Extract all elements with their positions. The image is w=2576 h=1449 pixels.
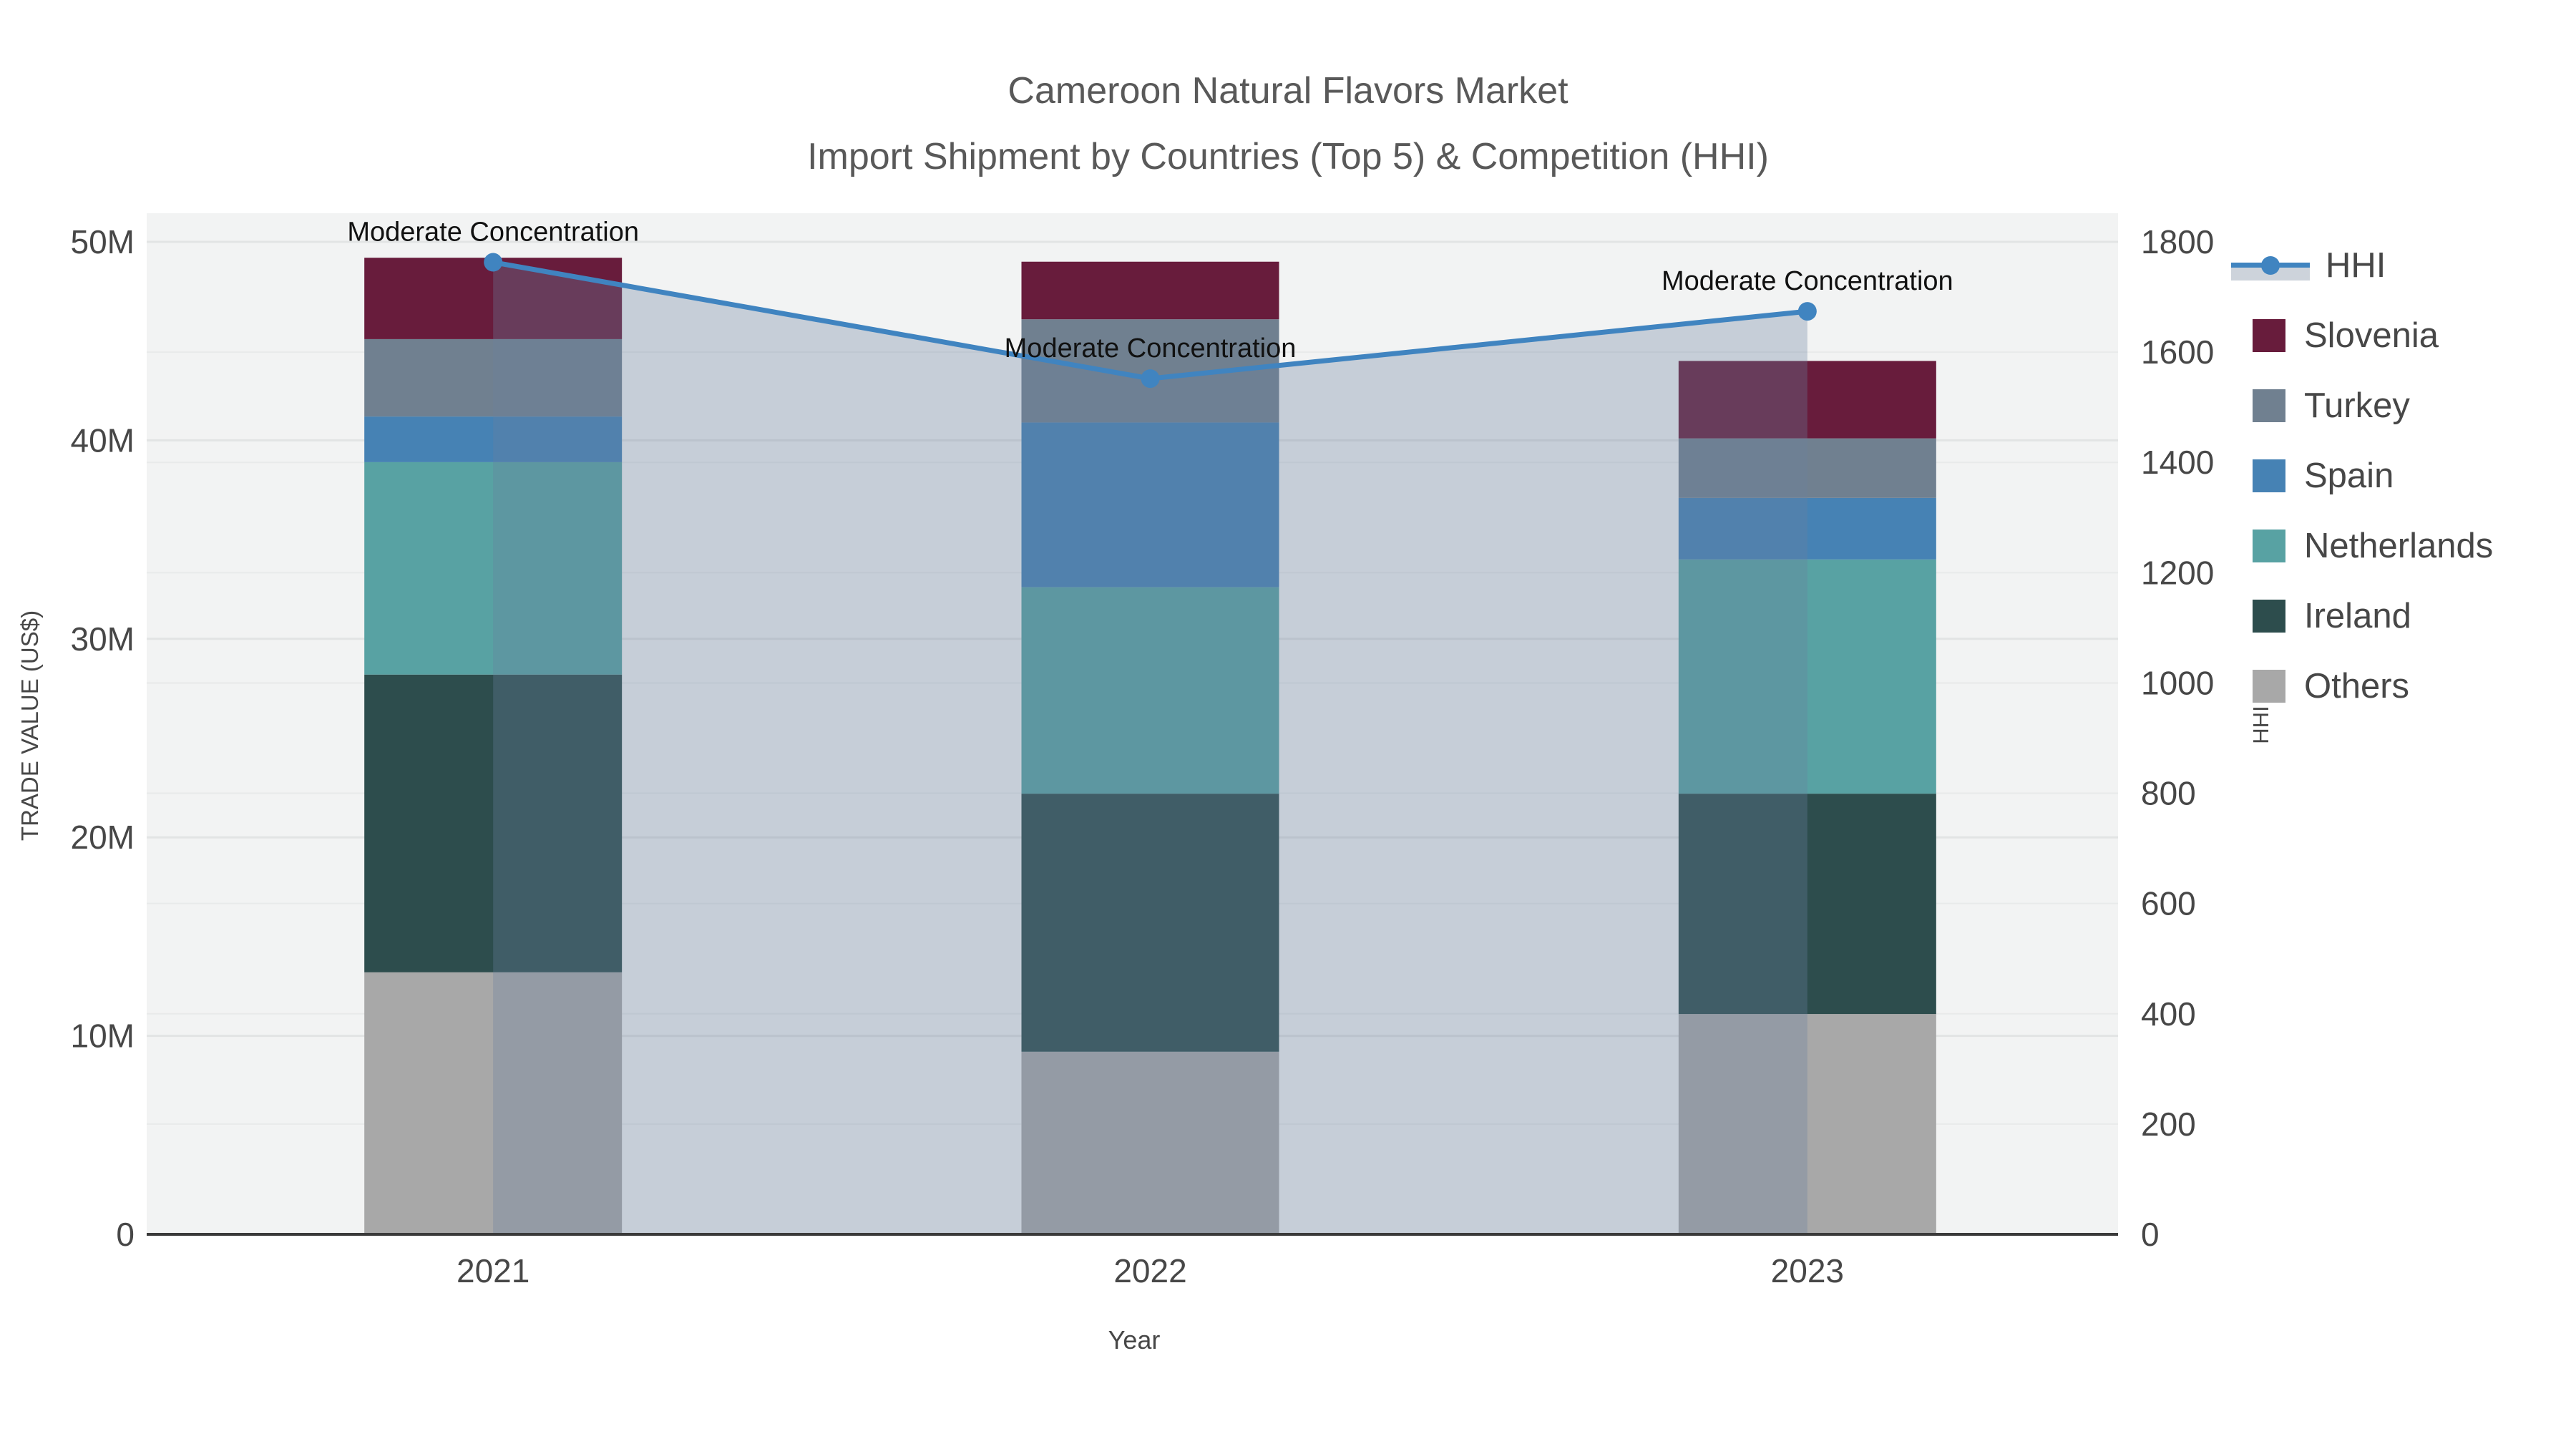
y-right-tick-400: 400	[2141, 995, 2196, 1033]
hhi-marker-2021[interactable]	[484, 253, 503, 272]
bar-segment-2023-ireland[interactable]	[1678, 794, 1936, 1015]
y-left-tick-30M: 30M	[71, 620, 135, 658]
annotation-moderate-concentration-2021: Moderate Concentration	[347, 218, 639, 248]
y-right-tick-1000: 1000	[2141, 664, 2214, 701]
y-right-tick-1400: 1400	[2141, 444, 2214, 481]
bar-segment-2022-others[interactable]	[1021, 1051, 1279, 1234]
legend-label: Turkey	[2304, 386, 2410, 425]
hhi-marker-2022[interactable]	[1141, 369, 1160, 389]
x-tick-2022: 2022	[1113, 1252, 1186, 1289]
y-left-tick-0: 0	[116, 1216, 135, 1253]
hhi-marker-2023[interactable]	[1797, 302, 1817, 321]
bar-segment-2021-netherlands[interactable]	[364, 462, 623, 675]
x-axis-title: Year	[1108, 1325, 1161, 1355]
bar-segment-2023-spain[interactable]	[1678, 497, 1936, 560]
legend-item-spain[interactable]: Spain	[2231, 441, 2567, 511]
hhi-area-fill	[493, 262, 1807, 1235]
legend-label: Spain	[2304, 457, 2394, 495]
bar-segment-2023-turkey[interactable]	[1678, 438, 1936, 498]
y-right-tick-1600: 1600	[2141, 333, 2214, 371]
y-right-tick-0: 0	[2141, 1216, 2160, 1253]
spain-swatch-icon	[2253, 459, 2285, 492]
legend-label: HHI	[2326, 246, 2386, 285]
annotation-moderate-concentration-2022: Moderate Concentration	[1005, 333, 1297, 364]
bar-segment-2023-netherlands[interactable]	[1678, 559, 1936, 794]
chart-title: Cameroon Natural Flavors Market	[1008, 70, 1568, 112]
y-left-tick-40M: 40M	[71, 421, 135, 459]
legend-item-netherlands[interactable]: Netherlands	[2231, 511, 2567, 581]
y-right-tick-1800: 1800	[2141, 223, 2214, 260]
y-left-tick-10M: 10M	[71, 1018, 135, 1055]
legend-label: Others	[2304, 667, 2410, 706]
bar-segment-2021-ireland[interactable]	[364, 674, 623, 972]
bar-segment-2021-turkey[interactable]	[364, 338, 623, 417]
legend-label: Slovenia	[2304, 316, 2439, 355]
annotation-moderate-concentration-2023: Moderate Concentration	[1662, 266, 1953, 296]
y-right-tick-800: 800	[2141, 775, 2196, 812]
y-right-tick-1200: 1200	[2141, 554, 2214, 591]
bar-segment-2021-spain[interactable]	[364, 416, 623, 462]
legend-item-hhi[interactable]: HHI	[2231, 230, 2567, 301]
y-left-tick-50M: 50M	[71, 223, 135, 260]
legend-item-turkey[interactable]: Turkey	[2231, 371, 2567, 441]
y-left-tick-20M: 20M	[71, 819, 135, 856]
bar-segment-2022-ireland[interactable]	[1021, 794, 1279, 1052]
x-tick-2021: 2021	[457, 1252, 530, 1289]
turkey-swatch-icon	[2253, 389, 2285, 422]
hhi-line-swatch-icon	[2231, 249, 2310, 282]
bar-segment-2021-others[interactable]	[364, 972, 623, 1234]
y-axis-title-left: TRADE VALUE (US$)	[16, 610, 43, 841]
legend-item-slovenia[interactable]: Slovenia	[2231, 301, 2567, 371]
x-tick-2023: 2023	[1771, 1252, 1844, 1289]
ireland-swatch-icon	[2253, 600, 2285, 633]
legend: HHI Slovenia Turkey Spain Netherlands Ir…	[2231, 230, 2567, 721]
slovenia-swatch-icon	[2253, 319, 2285, 352]
y-right-tick-600: 600	[2141, 885, 2196, 922]
bar-segment-2022-netherlands[interactable]	[1021, 587, 1279, 794]
netherlands-swatch-icon	[2253, 530, 2285, 562]
legend-item-ireland[interactable]: Ireland	[2231, 581, 2567, 651]
bar-segment-2022-slovenia[interactable]	[1021, 261, 1279, 320]
chart-subtitle: Import Shipment by Countries (Top 5) & C…	[807, 136, 1769, 177]
others-swatch-icon	[2253, 670, 2285, 703]
bar-segment-2023-slovenia[interactable]	[1678, 361, 1936, 439]
legend-label: Ireland	[2304, 597, 2411, 635]
legend-item-others[interactable]: Others	[2231, 651, 2567, 721]
legend-label: Netherlands	[2304, 527, 2494, 565]
y-right-tick-200: 200	[2141, 1106, 2196, 1143]
bar-segment-2023-others[interactable]	[1678, 1014, 1936, 1234]
bar-segment-2022-spain[interactable]	[1021, 422, 1279, 587]
